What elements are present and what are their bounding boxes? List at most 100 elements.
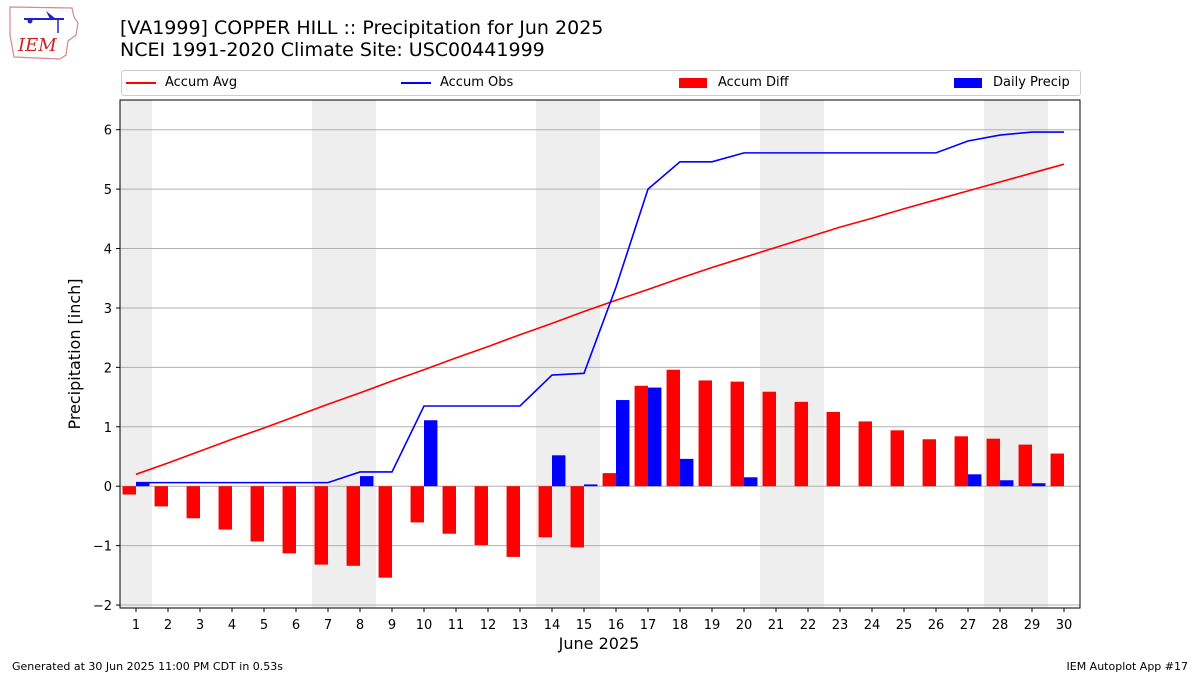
diff-bar	[218, 486, 232, 530]
legend-item-accum-obs: Accum Obs	[401, 75, 513, 90]
diff-bar	[954, 436, 968, 487]
x-tick-label: 11	[448, 618, 465, 633]
x-tick-label: 14	[544, 618, 561, 633]
diff-bar	[730, 381, 744, 487]
legend-swatch	[126, 81, 156, 84]
diff-bar	[922, 439, 936, 487]
diff-bar	[826, 411, 840, 487]
diff-bar	[314, 486, 328, 565]
footer-generated: Generated at 30 Jun 2025 11:00 PM CDT in…	[12, 660, 284, 673]
iem-logo: IEM	[9, 6, 79, 60]
diff-bar	[602, 473, 616, 487]
x-tick-label: 9	[388, 618, 396, 633]
diff-bar	[1050, 453, 1064, 487]
legend-item-accum-diff: Accum Diff	[679, 75, 789, 90]
diff-bar	[986, 438, 1000, 487]
daily-precip-bar	[616, 400, 630, 487]
legend-label: Accum Diff	[718, 75, 789, 90]
accum-avg-line	[135, 163, 1065, 476]
diff-bar	[122, 486, 136, 495]
daily-precip-bar	[1000, 480, 1014, 487]
x-tick-label: 6	[292, 618, 300, 633]
weekend-shade	[312, 100, 376, 608]
legend-label: Accum Obs	[440, 75, 514, 90]
weekend-shade	[120, 100, 152, 608]
daily-precip-bar	[968, 474, 982, 487]
x-tick-label: 25	[896, 618, 913, 633]
diff-bar	[570, 486, 584, 548]
x-tick-label: 29	[1024, 618, 1041, 633]
daily-precip-bar	[1032, 483, 1046, 487]
daily-precip-bar	[584, 484, 598, 487]
accum-obs-line	[136, 131, 1064, 484]
x-tick-label: 1	[132, 618, 140, 633]
x-tick-label: 22	[800, 618, 817, 633]
x-tick-label: 20	[736, 618, 753, 633]
legend-label: Daily Precip	[993, 75, 1070, 90]
daily-precip-bar	[136, 482, 150, 487]
x-tick-label: 27	[960, 618, 977, 633]
chart-subtitle: NCEI 1991-2020 Climate Site: USC00441999	[120, 39, 545, 61]
x-tick-label: 4	[228, 618, 236, 633]
diff-bar	[474, 486, 488, 546]
diff-bar	[154, 486, 168, 507]
diff-bar	[762, 391, 776, 487]
diff-bar	[346, 486, 360, 566]
y-tick-label: 5	[104, 183, 112, 198]
x-tick-label: 10	[416, 618, 433, 633]
diff-bar	[506, 486, 520, 557]
weekend-shade	[760, 100, 824, 608]
x-tick-label: 16	[608, 618, 625, 633]
chart-title: [VA1999] COPPER HILL :: Precipitation fo…	[120, 17, 604, 39]
diff-bar	[250, 486, 264, 542]
x-tick-label: 12	[480, 618, 497, 633]
x-tick-label: 21	[768, 618, 785, 633]
x-tick-label: 7	[324, 618, 332, 633]
legend-item-daily-precip: Daily Precip	[954, 75, 1070, 90]
footer-app: IEM Autoplot App #17	[1066, 660, 1189, 673]
diff-bar	[186, 486, 200, 519]
diff-bar	[378, 486, 392, 578]
x-tick-label: 18	[672, 618, 689, 633]
diff-bar	[410, 486, 424, 523]
x-tick-label: 17	[640, 618, 657, 633]
daily-precip-bar	[360, 476, 374, 487]
daily-precip-bar	[424, 420, 438, 487]
x-tick-label: 3	[196, 618, 204, 633]
x-axis-label: June 2025	[558, 634, 640, 653]
diff-bar	[858, 421, 872, 487]
plot-frame	[119, 99, 1081, 609]
y-tick-label: 1	[104, 421, 112, 436]
diff-bar	[442, 486, 456, 534]
x-tick-label: 24	[864, 618, 881, 633]
logo-text: IEM	[17, 35, 57, 56]
diff-bar	[1018, 444, 1032, 487]
diff-bar	[282, 486, 296, 554]
x-tick-label: 19	[704, 618, 721, 633]
legend-swatch	[679, 77, 707, 88]
x-tick-label: 5	[260, 618, 268, 633]
y-tick-label: 6	[104, 124, 112, 139]
daily-precip-bar	[744, 477, 758, 487]
legend-swatch	[401, 81, 431, 84]
weekend-shade	[984, 100, 1048, 608]
diff-bar	[890, 430, 904, 487]
weekend-shade	[536, 100, 600, 608]
daily-precip-bar	[648, 387, 662, 487]
daily-precip-bar	[552, 455, 566, 487]
y-axis-label: Precipitation [inch]	[65, 278, 84, 429]
x-tick-label: 15	[576, 618, 593, 633]
diff-bar	[634, 385, 648, 487]
x-tick-label: 26	[928, 618, 945, 633]
x-tick-label: 23	[832, 618, 849, 633]
x-tick-label: 13	[512, 618, 529, 633]
y-tick-label: 2	[104, 361, 112, 376]
y-tick-label: 0	[104, 480, 112, 495]
x-tick-label: 8	[356, 618, 364, 633]
diff-bar	[666, 369, 680, 487]
y-tick-label: −1	[93, 540, 112, 555]
diff-bar	[538, 486, 552, 538]
diff-bar	[698, 380, 712, 487]
legend-label: Accum Avg	[165, 75, 238, 90]
